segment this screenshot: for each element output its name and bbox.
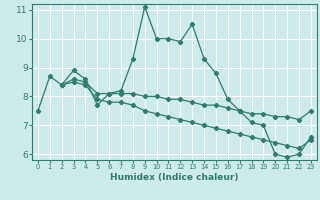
- X-axis label: Humidex (Indice chaleur): Humidex (Indice chaleur): [110, 173, 239, 182]
